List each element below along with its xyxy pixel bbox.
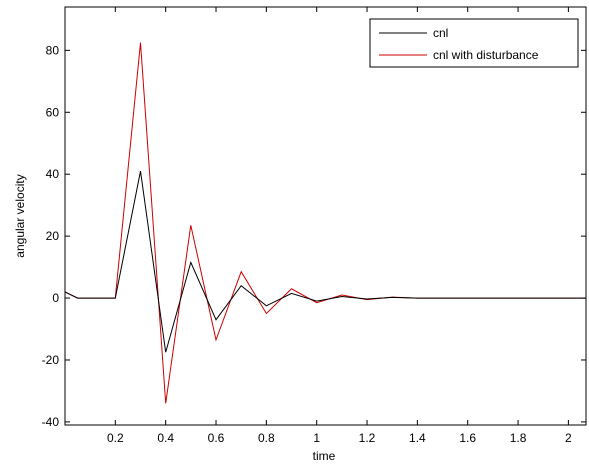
- series-layer: [64, 42, 586, 404]
- legend-box: [369, 18, 579, 68]
- x-tick-label: 1.4: [409, 431, 426, 445]
- y-tick-label: 20: [46, 229, 60, 243]
- plot-area: [64, 6, 587, 426]
- x-tick-label: 1: [313, 431, 320, 445]
- legend-label-cnl-with-disturbance: cnl with disturbance: [433, 48, 539, 62]
- y-tick-label: 80: [46, 43, 60, 57]
- y-axis-label: angular velocity: [13, 174, 27, 257]
- y-tick-label: -40: [42, 415, 60, 429]
- x-tick-label: 2: [565, 431, 572, 445]
- x-axis-label: time: [313, 449, 336, 463]
- legend-label-cnl: cnl: [433, 26, 448, 40]
- y-tick-label: 40: [46, 167, 60, 181]
- x-tick-label: 0.4: [157, 431, 174, 445]
- y-axis-ticks: -40 -20 0 20 40 60 80: [42, 43, 586, 429]
- x-tick-label: 1.6: [459, 431, 476, 445]
- x-tick-label: 0.8: [258, 431, 275, 445]
- legend: cnl cnl with disturbance: [369, 18, 579, 68]
- x-tick-label: 1.2: [359, 431, 376, 445]
- y-tick-label: -20: [42, 353, 60, 367]
- x-axis-ticks: 0.2 0.4 0.6 0.8 1 1.2 1.4 1.6 1.8 2: [107, 7, 572, 445]
- y-tick-label: 60: [46, 105, 60, 119]
- y-tick-label: 0: [52, 291, 59, 305]
- x-tick-label: 0.6: [208, 431, 225, 445]
- x-tick-label: 1.8: [510, 431, 527, 445]
- series-line-cnl: [64, 171, 586, 353]
- x-tick-label: 0.2: [107, 431, 124, 445]
